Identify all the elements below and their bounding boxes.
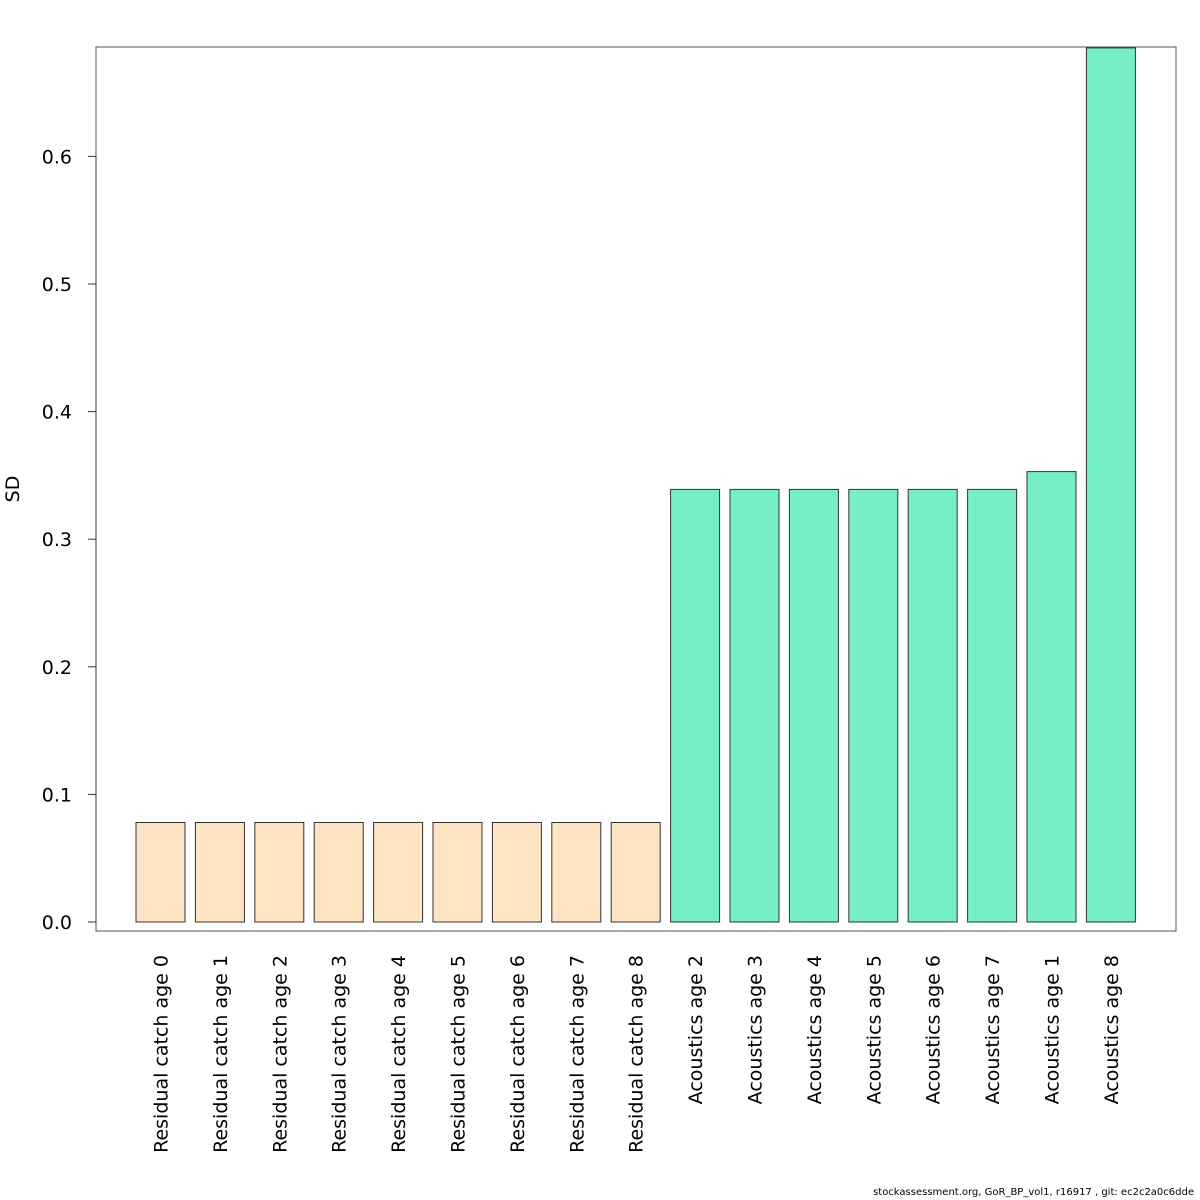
bar-5: [432, 822, 483, 923]
y-tick-label: 0.3: [42, 529, 72, 551]
y-tick-label: 0.1: [42, 784, 72, 806]
x-category-label: Residual catch age 8: [626, 955, 648, 1153]
bar-13: [907, 488, 958, 923]
y-axis-title: SD: [2, 476, 24, 503]
bar-2: [254, 822, 305, 923]
bar-0: [135, 822, 186, 923]
bar-6: [491, 822, 542, 923]
x-category-label: Residual catch age 7: [566, 955, 588, 1153]
x-category-label: Acoustics age 5: [863, 955, 885, 1104]
bar-1: [194, 822, 245, 923]
y-tick-label: 0.0: [42, 912, 72, 934]
x-category-label: Acoustics age 8: [1101, 955, 1123, 1104]
x-category-label: Acoustics age 3: [745, 955, 767, 1104]
x-axis-labels: Residual catch age 0 Residual catch age 1…: [151, 955, 1123, 1153]
x-category-label: Residual catch age 2: [269, 955, 291, 1153]
x-category-label: Residual catch age 4: [388, 955, 410, 1153]
bar-16: [1085, 47, 1136, 923]
y-tick-label: 0.4: [42, 402, 72, 424]
bar-8: [610, 822, 661, 923]
bar-9: [670, 488, 721, 923]
bar-11: [788, 488, 839, 923]
x-category-label: Residual catch age 3: [329, 955, 351, 1153]
bar-4: [373, 822, 424, 923]
x-category-label: Residual catch age 5: [448, 955, 470, 1153]
y-axis: 0.0 0.1 0.2 0.3 0.4 0.5 0.6: [42, 146, 97, 934]
bar-12: [848, 488, 899, 923]
bar-3: [313, 822, 364, 923]
x-category-label: Acoustics age 7: [982, 955, 1004, 1104]
footer-text: stockassessment.org, GoR_BP_vol1, r16917…: [873, 1187, 1194, 1198]
y-tick-label: 0.2: [42, 657, 72, 679]
x-category-label: Acoustics age 4: [804, 955, 826, 1104]
bar-7: [551, 822, 602, 923]
bar-14: [967, 488, 1018, 923]
y-tick-label: 0.6: [42, 146, 72, 168]
bars-group: [135, 47, 1136, 923]
x-category-label: Acoustics age 1: [1042, 955, 1064, 1104]
x-category-label: Residual catch age 1: [210, 955, 232, 1153]
x-category-label: Residual catch age 6: [507, 955, 529, 1153]
x-category-label: Residual catch age 0: [151, 955, 173, 1153]
bar-10: [729, 488, 780, 923]
y-tick-label: 0.5: [42, 274, 72, 296]
bar-15: [1026, 471, 1077, 923]
x-category-label: Acoustics age 2: [685, 955, 707, 1104]
x-category-label: Acoustics age 6: [923, 955, 945, 1104]
